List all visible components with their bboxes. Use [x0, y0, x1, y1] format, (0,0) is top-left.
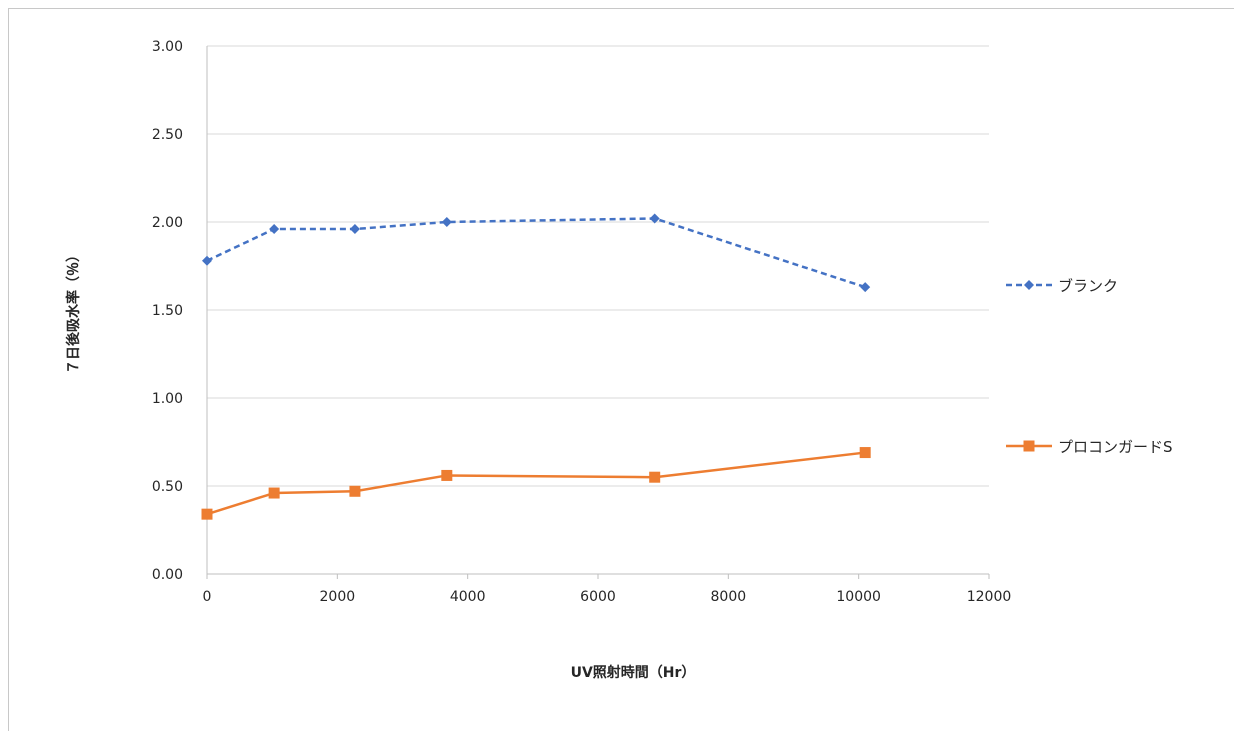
legend-label: プロコンガードS	[1058, 438, 1173, 456]
data-point	[441, 217, 452, 227]
data-point	[349, 224, 360, 235]
legend-label: ブランク	[1058, 277, 1118, 295]
gridlines	[207, 45, 989, 487]
y-tick-label: 3.00	[152, 39, 183, 55]
y-tick-label: 2.00	[152, 215, 183, 231]
x-tick-label: 0	[203, 589, 212, 605]
data-point	[201, 508, 213, 520]
x-tick-label: 12000	[967, 589, 1012, 605]
y-axis-title: ７日後吸水率（％）	[65, 248, 82, 374]
chart-frame	[8, 8, 1234, 731]
y-tick-label: 0.00	[152, 567, 183, 583]
data-point	[349, 485, 361, 497]
y-tick-label: 0.50	[152, 479, 183, 495]
x-axis-title: UV照射時間（Hr）	[571, 664, 696, 681]
data-point	[649, 213, 660, 224]
series-1	[202, 213, 871, 293]
axes	[206, 46, 990, 579]
data-point	[441, 469, 453, 481]
x-tick-label: 2000	[320, 589, 356, 605]
series-line	[206, 451, 866, 516]
y-tick-label: 2.50	[152, 127, 183, 143]
legend-marker	[1023, 440, 1035, 452]
x-tick-label: 6000	[580, 589, 616, 605]
data-point	[269, 224, 280, 235]
legend-item: ブランク	[1006, 277, 1118, 295]
y-tick-label: 1.50	[152, 303, 183, 319]
series-line	[206, 217, 866, 289]
tick-labels: 0.00 0.50 1.00 1.50 2.00 2.50 3.00 0 2000 4000 600…	[152, 39, 1011, 605]
data-point	[859, 447, 871, 459]
data-point	[860, 282, 871, 293]
data-point	[649, 471, 661, 483]
legend-marker	[1024, 280, 1034, 290]
data-point	[202, 255, 212, 266]
y-tick-label: 1.00	[152, 391, 183, 407]
x-tick-label: 8000	[711, 589, 747, 605]
legend-item: プロコンガードS	[1006, 438, 1173, 456]
x-tick-label: 4000	[450, 589, 486, 605]
data-point	[268, 487, 280, 499]
series-2	[201, 447, 871, 520]
series-layer	[201, 213, 871, 520]
x-tick-label: 10000	[836, 589, 881, 605]
